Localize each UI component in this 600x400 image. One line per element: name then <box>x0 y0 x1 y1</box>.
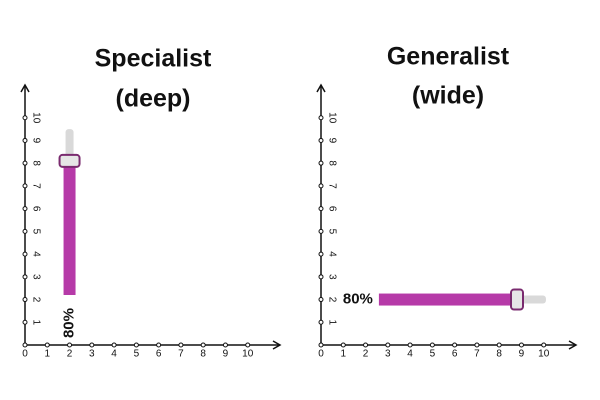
chart-subtitle: (deep) <box>116 85 191 113</box>
x-axis-arrow <box>272 340 282 350</box>
y-tick <box>318 297 324 303</box>
y-tick <box>22 319 28 325</box>
x-tick-label: 1 <box>44 349 50 360</box>
y-tick-label: 5 <box>326 229 337 235</box>
chart-title: Generalist <box>387 43 510 71</box>
y-tick-label: 3 <box>30 274 41 280</box>
y-tick-label: 6 <box>326 206 337 212</box>
y-tick <box>22 183 28 189</box>
x-tick-label: 10 <box>242 349 254 360</box>
y-tick-label: 9 <box>30 138 41 144</box>
y-tick <box>22 297 28 303</box>
x-tick <box>385 342 391 348</box>
x-tick <box>429 342 435 348</box>
y-axis-arrow <box>20 83 30 93</box>
x-tick-label: 3 <box>89 349 95 360</box>
x-tick <box>318 342 324 348</box>
x-axis-arrow <box>568 340 578 350</box>
slider-knob <box>510 288 524 311</box>
x-tick-label: 10 <box>538 349 550 360</box>
x-tick-label: 9 <box>519 349 525 360</box>
y-tick-label: 10 <box>30 112 41 124</box>
slider-knob <box>58 153 81 168</box>
y-tick-label: 4 <box>326 251 337 257</box>
x-tick <box>518 342 524 348</box>
y-tick <box>318 206 324 212</box>
x-tick-label: 6 <box>452 349 458 360</box>
y-tick <box>22 206 28 212</box>
x-tick <box>178 342 184 348</box>
x-tick <box>452 342 458 348</box>
y-tick <box>318 319 324 325</box>
y-tick-label: 7 <box>326 183 337 189</box>
x-tick-label: 8 <box>496 349 502 360</box>
y-tick-label: 2 <box>30 297 41 303</box>
x-tick <box>133 342 139 348</box>
x-tick <box>111 342 117 348</box>
y-tick <box>318 183 324 189</box>
y-tick-label: 2 <box>326 297 337 303</box>
bar <box>378 293 517 306</box>
x-tick <box>474 342 480 348</box>
y-tick-label: 5 <box>30 229 41 235</box>
x-tick-label: 9 <box>223 349 229 360</box>
x-tick-label: 0 <box>22 349 28 360</box>
y-tick-label: 1 <box>30 319 41 325</box>
y-tick <box>22 115 28 121</box>
chart-subtitle: (wide) <box>412 82 484 110</box>
y-tick <box>22 251 28 257</box>
x-tick-label: 2 <box>67 349 73 360</box>
y-tick-label: 9 <box>326 138 337 144</box>
y-tick <box>22 228 28 234</box>
y-tick-label: 7 <box>30 183 41 189</box>
x-tick <box>407 342 413 348</box>
x-tick-label: 4 <box>111 349 117 360</box>
y-tick-label: 3 <box>326 274 337 280</box>
x-tick <box>200 342 206 348</box>
x-tick-label: 1 <box>340 349 346 360</box>
y-tick <box>318 115 324 121</box>
y-tick <box>318 274 324 280</box>
x-tick-label: 2 <box>363 349 369 360</box>
chart-title: Specialist <box>95 45 212 73</box>
y-tick <box>318 137 324 143</box>
x-tick <box>496 342 502 348</box>
y-tick-label: 8 <box>30 160 41 166</box>
x-tick-label: 7 <box>178 349 184 360</box>
y-tick <box>318 251 324 257</box>
annotation: 80% <box>61 308 78 338</box>
y-tick <box>22 137 28 143</box>
x-tick-label: 6 <box>156 349 162 360</box>
x-tick <box>67 342 73 348</box>
y-tick <box>22 274 28 280</box>
x-tick-label: 5 <box>134 349 140 360</box>
y-tick <box>318 160 324 166</box>
x-tick <box>89 342 95 348</box>
x-tick-label: 3 <box>385 349 391 360</box>
x-tick-label: 4 <box>407 349 413 360</box>
y-tick-label: 6 <box>30 206 41 212</box>
x-tick <box>245 342 251 348</box>
x-tick-label: 0 <box>318 349 324 360</box>
x-tick <box>156 342 162 348</box>
x-tick <box>363 342 369 348</box>
annotation: 80% <box>343 291 373 308</box>
x-tick <box>541 342 547 348</box>
x-tick <box>22 342 28 348</box>
y-tick-label: 4 <box>30 251 41 257</box>
y-axis-arrow <box>316 83 326 93</box>
x-tick-label: 5 <box>430 349 436 360</box>
y-tick-label: 1 <box>326 319 337 325</box>
y-tick-label: 8 <box>326 160 337 166</box>
y-tick <box>22 160 28 166</box>
x-tick-label: 7 <box>474 349 480 360</box>
x-tick-label: 8 <box>200 349 206 360</box>
bar <box>63 160 76 295</box>
y-tick <box>318 228 324 234</box>
x-tick <box>222 342 228 348</box>
y-tick-label: 10 <box>326 112 337 124</box>
x-tick <box>340 342 346 348</box>
x-tick <box>44 342 50 348</box>
